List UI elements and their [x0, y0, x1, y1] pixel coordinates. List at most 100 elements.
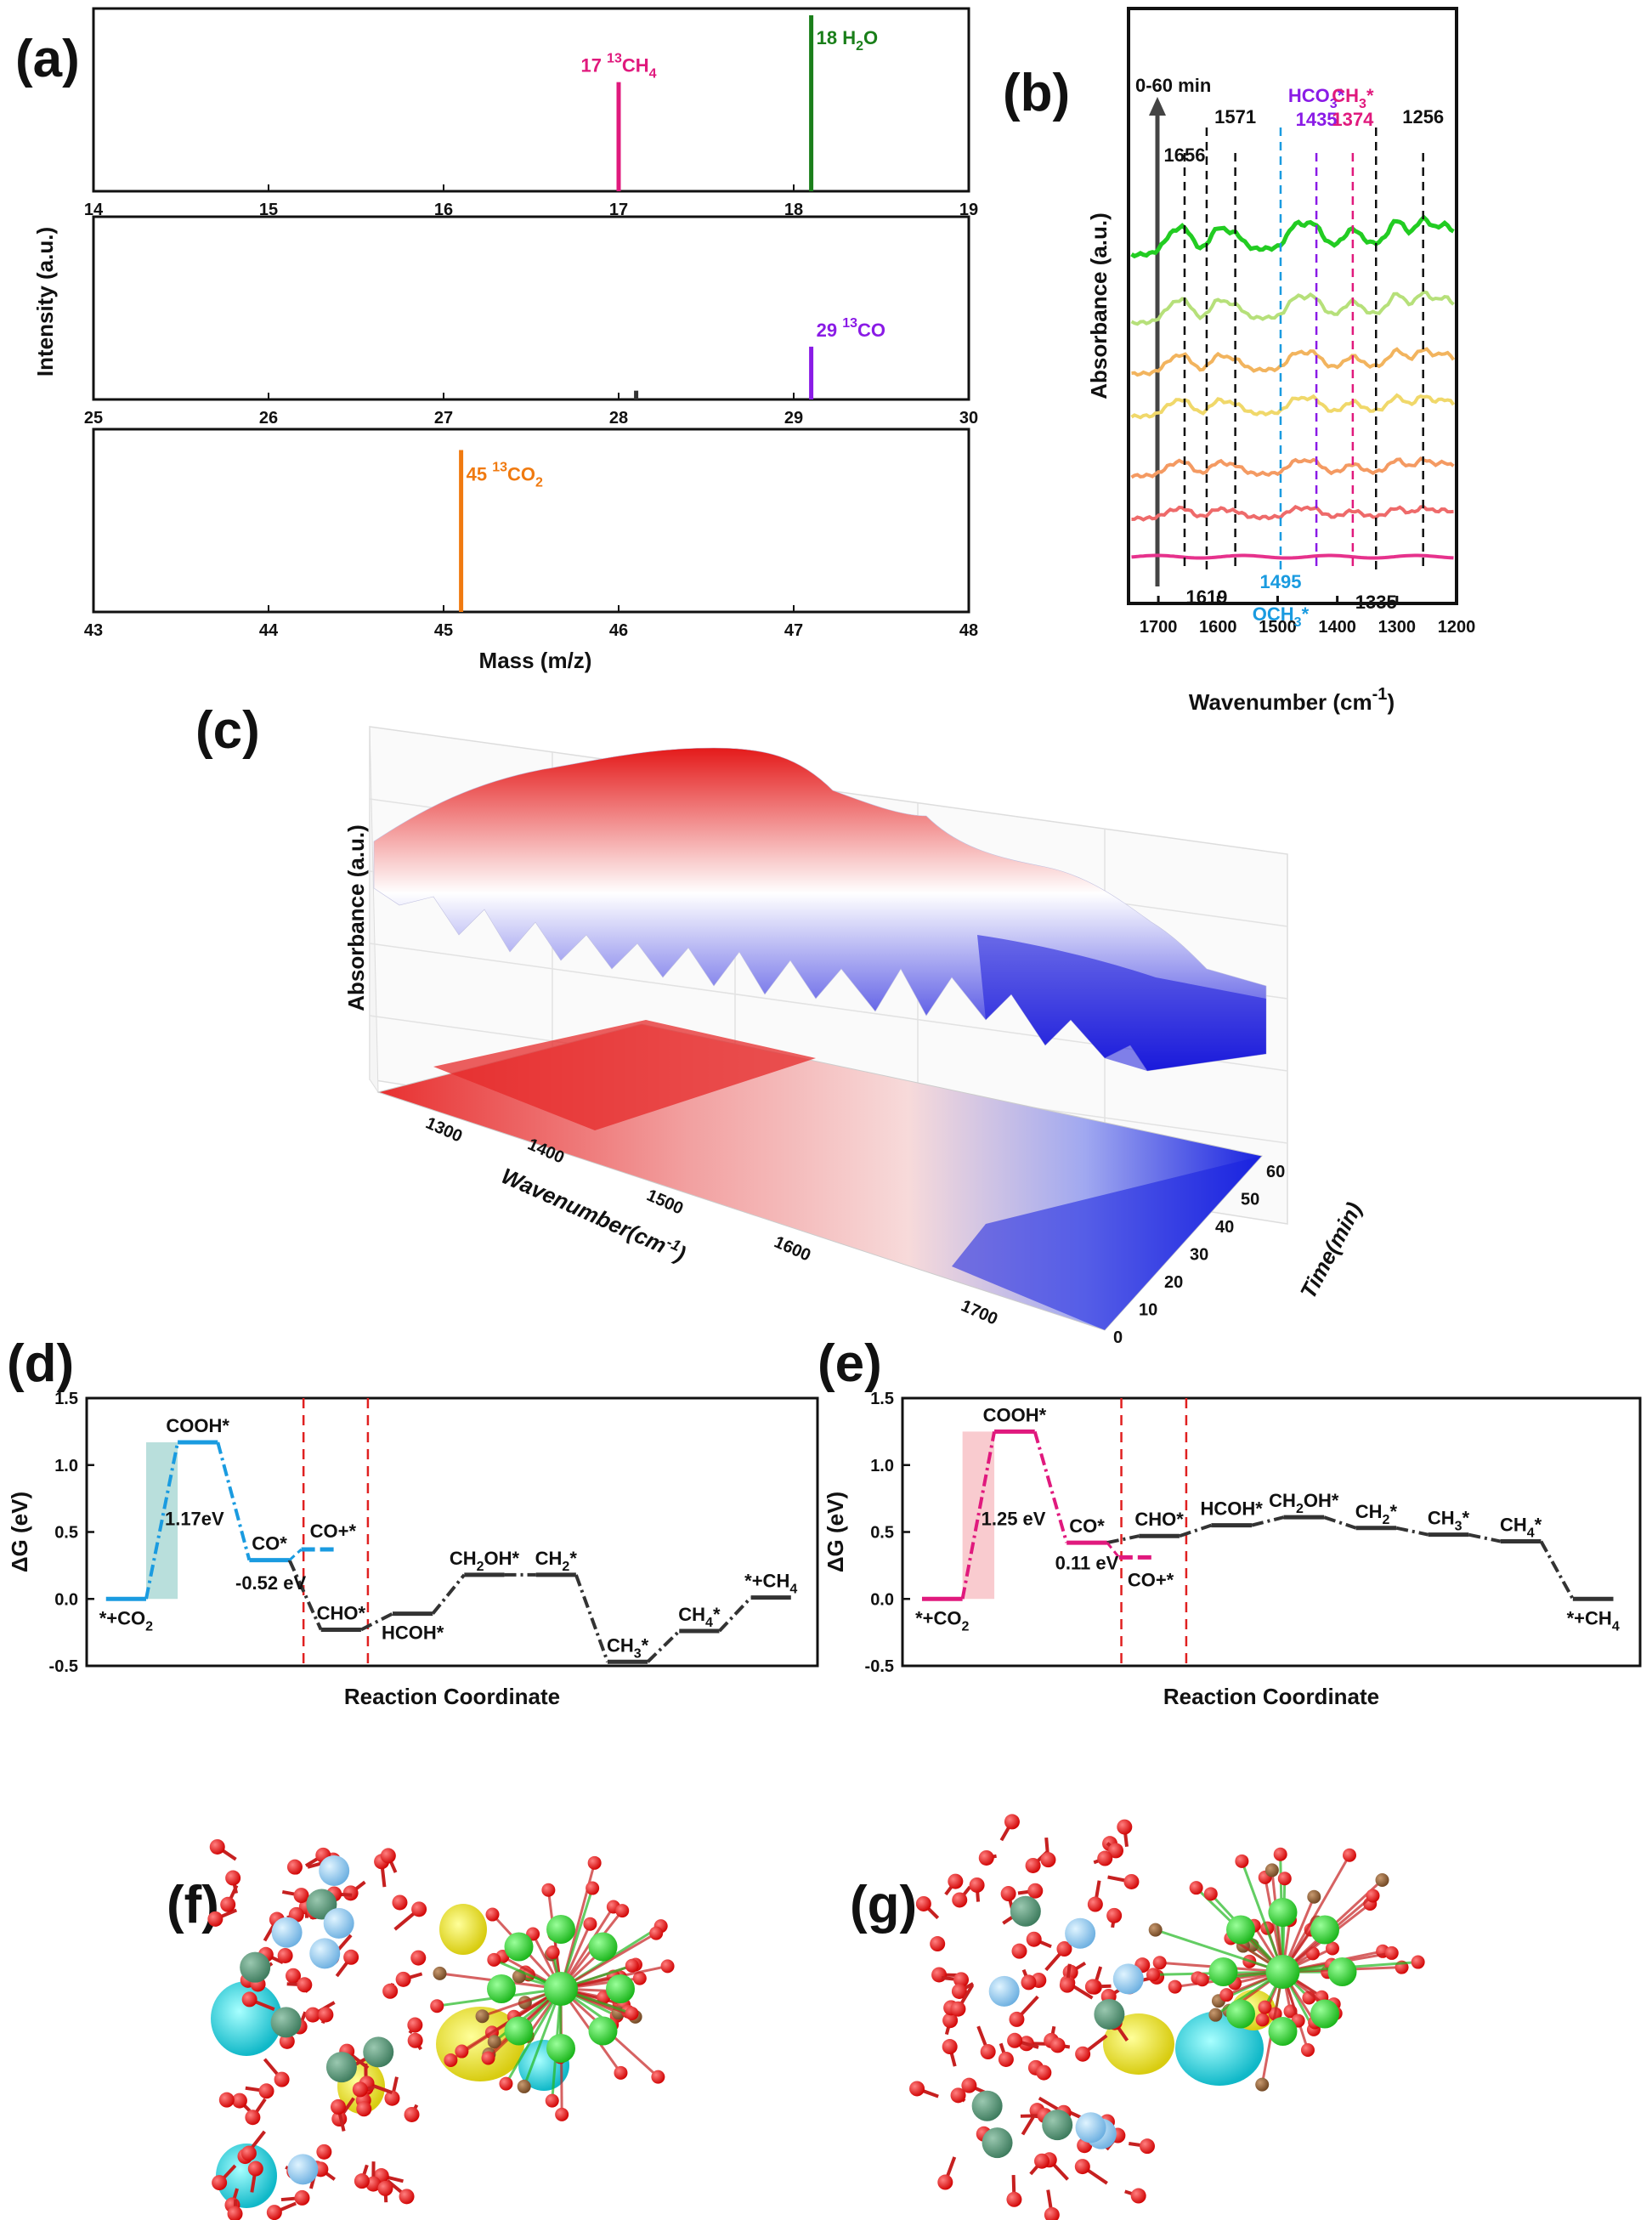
- drifts-spectrum: [1130, 290, 1455, 326]
- oxygen-atom: [1044, 2206, 1060, 2220]
- panel-label-f: (f): [167, 1876, 219, 1934]
- oxygen-atom: [444, 2053, 458, 2067]
- oxygen-atom: [1106, 1907, 1123, 1923]
- oxygen-atom: [1026, 1931, 1042, 1947]
- charge-lobe-cyan: [216, 2144, 277, 2208]
- carbon-atom: [433, 1966, 447, 1980]
- oxygen-atom: [951, 1983, 967, 1999]
- metal-atom: [271, 1917, 303, 1948]
- oxygen-atom: [1130, 2188, 1146, 2204]
- oxygen-atom: [277, 1947, 293, 1963]
- drifts-marker-label: 1571: [1214, 106, 1256, 127]
- oxygen-atom: [1152, 1956, 1167, 1970]
- metal-atom: [325, 2052, 357, 2083]
- oxygen-atom: [586, 1881, 600, 1895]
- energy-level-label: HCOH*: [382, 1623, 444, 1644]
- time-arrow-head: [1149, 97, 1166, 116]
- energy-level-label: CH2*: [535, 1548, 578, 1574]
- ms-tick-label: 48: [959, 621, 978, 640]
- oxygen-atom: [1195, 1973, 1209, 1987]
- oxygen-atom: [356, 2101, 372, 2117]
- surface-y-tick: 40: [1215, 1218, 1234, 1237]
- oxygen-atom: [1342, 1848, 1356, 1862]
- drifts-tick-label: 1500: [1259, 618, 1297, 637]
- drifts-tick-label: 1400: [1318, 618, 1356, 637]
- charge-density-g: [909, 1814, 1425, 2220]
- oxygen-atom: [227, 2206, 243, 2220]
- energy-ylabel: ΔG (eV): [823, 1492, 848, 1572]
- surface-y-tick: 10: [1139, 1301, 1157, 1320]
- energy-level-label: CH2OH*: [1269, 1490, 1339, 1516]
- ms-tick-label: 44: [259, 621, 279, 640]
- ms-ylabel: Intensity (a.u.): [32, 227, 58, 377]
- carbon-atom: [475, 2009, 489, 2024]
- drifts-spectrum: [1131, 504, 1454, 522]
- oxygen-atom: [998, 2051, 1014, 2067]
- oxygen-atom: [583, 1917, 597, 1931]
- energy-connector: [216, 1441, 252, 1561]
- energy-level-label: *+CO2: [99, 1607, 153, 1634]
- energy-connector: [960, 1431, 997, 1600]
- oxygen-atom: [455, 2044, 469, 2059]
- energy-connector: [287, 1559, 323, 1631]
- ms-tick-label: 15: [259, 201, 278, 219]
- oxygen-atom: [1108, 1843, 1124, 1859]
- ms-peak-label: 45 13CO2: [467, 461, 543, 490]
- carbon-atom: [1255, 2077, 1270, 2092]
- energy-xlabel: Reaction Coordinate: [344, 1684, 560, 1709]
- oxygen-atom: [1087, 1896, 1103, 1912]
- drifts-marker-label: 1335: [1355, 592, 1397, 613]
- oxygen-atom: [915, 1895, 931, 1911]
- oxygen-atom: [481, 2051, 495, 2065]
- barrier-label: 1.25 eV: [982, 1509, 1046, 1530]
- oxygen-atom: [1235, 1854, 1249, 1868]
- energy-level-label: COOH*: [166, 1415, 229, 1436]
- metal-atom: [546, 2034, 575, 2063]
- energy-connector: [1179, 1523, 1213, 1538]
- metal-atom: [309, 1938, 341, 1969]
- oxygen-atom: [1049, 2037, 1066, 2053]
- oxygen-atom: [247, 2161, 263, 2177]
- ms-tick-label: 47: [784, 621, 803, 640]
- oxygen-atom: [407, 2032, 423, 2048]
- drifts-marker-label: 1495: [1259, 571, 1301, 592]
- bond: [505, 1988, 563, 2085]
- oxygen-atom: [614, 2065, 628, 2080]
- oxygen-atom: [294, 2189, 310, 2206]
- surface-y-tick: 50: [1241, 1191, 1259, 1209]
- oxygen-atom: [274, 2071, 290, 2087]
- oxygen-atom: [953, 1972, 970, 1988]
- atom-cluster: [909, 1814, 1425, 2220]
- energy-profile-e: -0.5 0.0 0.5 1.0 1.5 ΔG (eV) Reaction Coordina…: [823, 1390, 1642, 1709]
- oxygen-atom: [1036, 2064, 1052, 2081]
- carbon-atom: [517, 2079, 531, 2093]
- ms-tick-label: 16: [434, 201, 453, 219]
- drifts-tick-label: 1300: [1378, 618, 1417, 637]
- ms-tick-label: 17: [609, 201, 628, 219]
- ms-tick-label: 19: [959, 201, 978, 219]
- oxygen-atom: [318, 2007, 334, 2023]
- oxygen-atom: [942, 2039, 958, 2055]
- oxygen-atom: [1059, 1977, 1075, 1993]
- metal-atom: [240, 1951, 271, 1983]
- metal-atom: [1010, 1895, 1041, 1927]
- energy-tick-label: -0.5: [49, 1657, 78, 1676]
- metal-atom: [323, 1907, 354, 1939]
- oxygen-atom: [1139, 2138, 1155, 2155]
- energy-tick-label: 1.5: [870, 1390, 894, 1408]
- oxygen-atom: [1021, 1974, 1037, 1991]
- floor-heatmap-red-band: [433, 1020, 816, 1130]
- left-wall: [369, 726, 379, 1094]
- metal-atom: [1226, 1999, 1256, 2029]
- drifts-frame: [1127, 7, 1458, 605]
- metal-atom: [1268, 1898, 1298, 1927]
- oxygen-atom: [380, 1848, 396, 1864]
- oxygen-atom: [545, 2093, 559, 2108]
- oxygen-atom: [1075, 2046, 1091, 2062]
- oxygen-atom: [241, 1991, 257, 2008]
- ms-tick-label: 45: [434, 621, 453, 640]
- oxygen-atom: [245, 2110, 261, 2126]
- energy-level-label: *+CO2: [915, 1607, 969, 1634]
- energy-tick-label: 0.0: [54, 1590, 78, 1609]
- energy-level-label: CH3*: [1428, 1508, 1470, 1534]
